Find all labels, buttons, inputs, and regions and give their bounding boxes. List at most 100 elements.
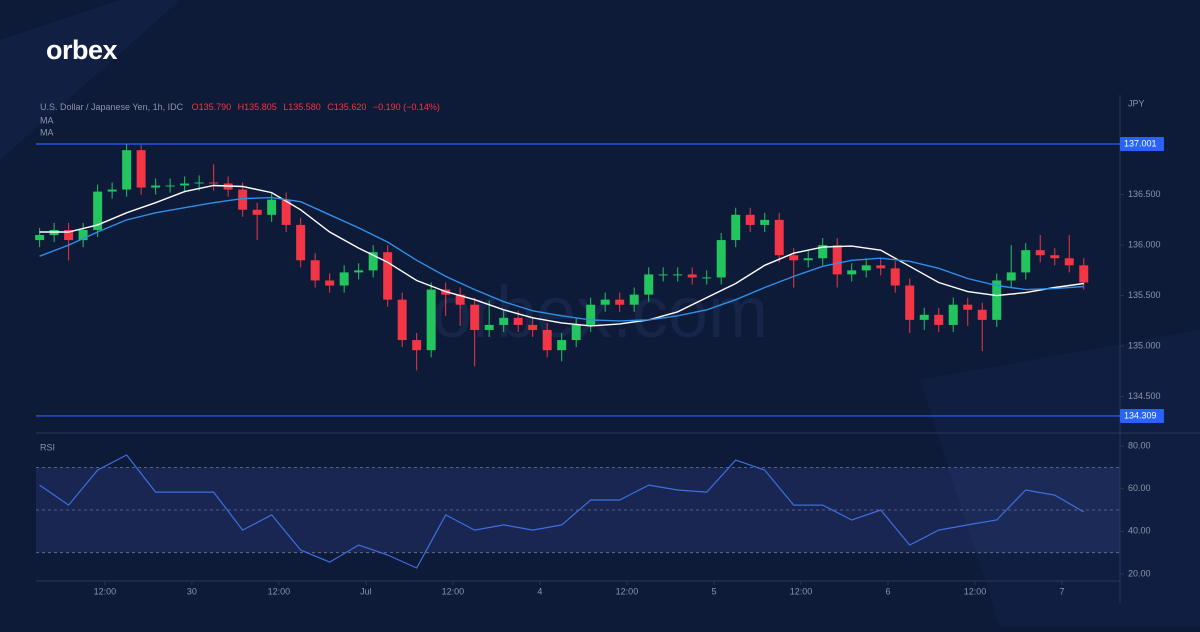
candle-body — [296, 224, 306, 261]
y-tick-label: 135.000 — [1128, 341, 1161, 351]
candle-body — [557, 340, 567, 351]
candle-body — [600, 299, 610, 305]
candle-body — [586, 304, 596, 325]
candle-body — [1050, 255, 1060, 259]
decor-shape — [0, 0, 180, 160]
candle-body — [1064, 258, 1074, 266]
rsi-tick-label: 20.00 — [1128, 568, 1151, 578]
candle-body — [702, 277, 712, 279]
candle-body — [513, 317, 523, 325]
candle-body — [165, 185, 175, 187]
x-tick-label: 12:00 — [268, 586, 291, 596]
candle-body — [745, 214, 755, 225]
candle-body — [847, 270, 857, 275]
x-tick-label: 4 — [537, 586, 542, 596]
candle-body — [716, 240, 726, 278]
y-tick-label: 136.000 — [1128, 239, 1161, 249]
x-tick-label: 12:00 — [964, 586, 987, 596]
candle-body — [818, 245, 828, 259]
candle-body — [963, 304, 973, 310]
candle-body — [919, 314, 929, 320]
y-tick-label: 135.500 — [1128, 290, 1161, 300]
candle-body — [354, 270, 364, 273]
chart-header: U.S. Dollar / Japanese Yen, 1h, IDC O135… — [40, 102, 440, 112]
logo: orbex — [46, 35, 118, 65]
level-label: 137.001 — [1124, 138, 1157, 148]
candle-body — [470, 304, 480, 330]
candle-body — [78, 229, 88, 241]
candle-body — [383, 252, 393, 300]
candle-body — [238, 189, 248, 210]
candle-body — [1079, 265, 1089, 283]
candle-body — [368, 252, 378, 271]
candle-body — [934, 314, 944, 325]
candle-body — [948, 304, 958, 325]
x-tick-label: 6 — [885, 586, 890, 596]
candle-body — [194, 182, 204, 184]
candle-body — [774, 219, 784, 256]
x-tick-label: 12:00 — [790, 586, 813, 596]
x-tick-label: 30 — [187, 586, 197, 596]
candle-body — [1006, 272, 1016, 281]
y-tick-label: 136.500 — [1128, 189, 1161, 199]
x-tick-label: 12:00 — [94, 586, 117, 596]
candle-body — [455, 294, 465, 305]
candle-body — [93, 191, 103, 230]
candle-body — [122, 150, 132, 190]
candle-body — [339, 272, 349, 286]
y-axis-label: JPY — [1128, 98, 1145, 108]
candle-body — [687, 274, 697, 278]
candle-body — [484, 324, 494, 330]
rsi-title: RSI — [40, 442, 55, 452]
x-tick-label: 7 — [1059, 586, 1064, 596]
candle-body — [876, 265, 886, 269]
candle-body — [209, 182, 219, 184]
candle-body — [310, 260, 320, 281]
candle-body — [180, 183, 190, 186]
candle-body — [64, 229, 74, 241]
ma-line — [39, 196, 1084, 322]
rsi-line — [39, 454, 1085, 569]
candle-body — [789, 255, 799, 261]
candle-body — [252, 209, 262, 215]
ohlc-value: H135.805 — [238, 102, 277, 112]
y-tick-label: 134.500 — [1128, 391, 1161, 401]
candle-body — [499, 317, 509, 325]
candle-body — [426, 289, 436, 351]
watermark: orbex.com — [432, 273, 768, 353]
candle-body — [977, 309, 987, 320]
candle-body — [615, 299, 625, 305]
candle-body — [644, 274, 654, 295]
rsi-tick-label: 80.00 — [1128, 440, 1151, 450]
candle-body — [992, 280, 1002, 320]
ohlc-value: L135.580 — [283, 102, 321, 112]
candle-body — [1035, 250, 1045, 256]
candle-body — [673, 274, 683, 276]
candle-body — [905, 285, 915, 320]
candle-body — [861, 265, 871, 271]
candle-body — [281, 199, 291, 225]
candle-body — [803, 258, 813, 261]
candle-body — [528, 324, 538, 330]
x-tick-label: Jul — [360, 586, 372, 596]
level-tag — [1120, 136, 1164, 151]
rsi-tick-label: 40.00 — [1128, 526, 1151, 536]
candle-body — [731, 214, 741, 241]
candle-body — [136, 150, 146, 188]
x-tick-label: 12:00 — [442, 586, 465, 596]
ohlc-value: −0.190 (−0.14%) — [373, 102, 440, 112]
rsi-tick-label: 60.00 — [1128, 483, 1151, 493]
level-label: 134.309 — [1124, 410, 1157, 420]
candle-body — [107, 189, 117, 192]
candle-body — [571, 324, 581, 341]
candle-body — [832, 245, 842, 275]
candle-body — [760, 219, 770, 225]
x-tick-label: 12:00 — [616, 586, 639, 596]
chart-title: U.S. Dollar / Japanese Yen, 1h, IDC — [40, 102, 184, 112]
x-tick-label: 5 — [711, 586, 716, 596]
candle-body — [629, 294, 639, 305]
candle-body — [35, 235, 45, 241]
level-tag — [1120, 408, 1164, 423]
ohlc-value: C135.620 — [327, 102, 366, 112]
